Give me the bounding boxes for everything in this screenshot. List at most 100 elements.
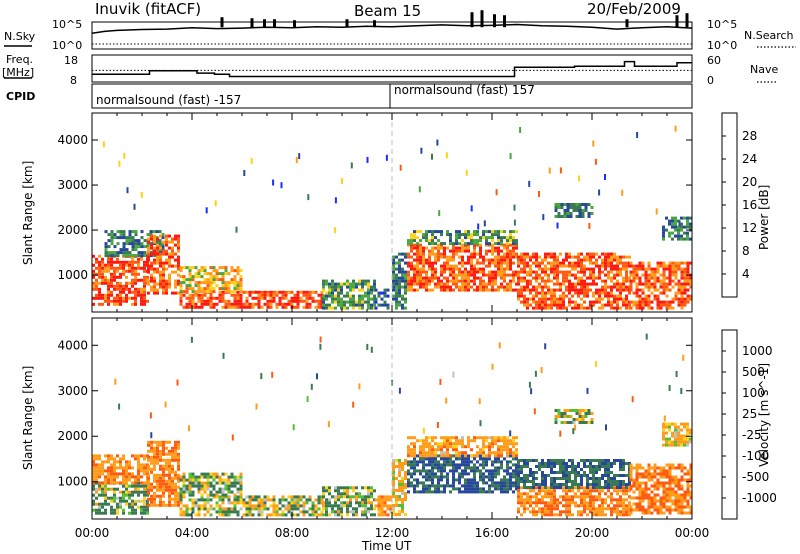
- power-echo-cell: [535, 303, 538, 307]
- velocity-echo-cell: [553, 495, 556, 499]
- velocity-echo-cell: [162, 482, 165, 486]
- power-echo-cell: [143, 281, 146, 285]
- velocity-echo-cell: [413, 460, 416, 464]
- velocity-echo-cell: [413, 472, 416, 476]
- velocity-echo-cell: [592, 486, 595, 489]
- power-echo-cell: [491, 252, 494, 256]
- velocity-echo-cell: [458, 490, 461, 494]
- velocity-echo-cell: [257, 504, 261, 508]
- power-echo-cell: [137, 251, 141, 255]
- power-echo-cell: [607, 264, 610, 268]
- velocity-echo-cell: [317, 498, 321, 502]
- velocity-echo-cell: [392, 492, 395, 495]
- power-echo-cell: [512, 255, 515, 259]
- power-echo-cell: [544, 255, 547, 259]
- velocity-echo-cell: [532, 459, 535, 462]
- velocity-echo-cell: [668, 472, 672, 476]
- power-echo-cell: [212, 287, 216, 291]
- power-echo-cell: [110, 299, 113, 303]
- velocity-echo-cell: [171, 476, 174, 480]
- velocity-echo-cell: [302, 507, 306, 511]
- power-echo-cell: [159, 261, 162, 265]
- velocity-echo-cell: [491, 475, 494, 479]
- velocity-echo-cell: [625, 486, 628, 489]
- velocity-echo-cell: [473, 472, 476, 476]
- velocity-echo-cell: [494, 460, 497, 464]
- power-echo-cell: [434, 230, 437, 234]
- velocity-echo-cell: [613, 486, 616, 490]
- velocity-echo-cell: [541, 459, 544, 462]
- velocity-echo-cell: [346, 495, 349, 499]
- power-echo-cell: [461, 273, 464, 277]
- power-echo-cell: [443, 242, 446, 246]
- power-echo-cell: [174, 258, 177, 262]
- velocity-echo-cell: [556, 513, 559, 517]
- power-echo-cell: [168, 255, 171, 259]
- velocity-echo-cell: [598, 486, 601, 489]
- power-echo-cell: [395, 282, 398, 286]
- power-echo-cell: [650, 270, 654, 274]
- velocity-echo-cell: [509, 439, 512, 443]
- velocity-echo-cell: [523, 477, 526, 480]
- velocity-echo-cell: [446, 445, 449, 449]
- velocity-echo-cell: [122, 496, 125, 500]
- velocity-echo-cell: [437, 490, 440, 494]
- power-echo-cell: [562, 306, 565, 310]
- velocity-echo-cell: [517, 471, 520, 474]
- power-echo-cell: [422, 233, 425, 237]
- velocity-echo-cell: [509, 460, 512, 464]
- power-echo-cell: [526, 264, 529, 268]
- velocity-echo-cell: [641, 496, 645, 500]
- power-echo-cell: [541, 285, 544, 289]
- velocity-echo-cell: [218, 495, 222, 499]
- velocity-echo-cell: [632, 484, 636, 488]
- velocity-echo-cell: [325, 489, 328, 493]
- velocity-echo-cell: [653, 481, 657, 485]
- power-echo-cell: [665, 306, 669, 310]
- velocity-echo-cell: [592, 459, 595, 462]
- velocity-echo-cell: [275, 507, 279, 511]
- velocity-echo-cell: [515, 442, 518, 446]
- power-echo-cell: [610, 279, 613, 283]
- power-echo-cell: [601, 264, 604, 268]
- power-echo-cell: [413, 267, 416, 271]
- velocity-echo-cell: [668, 490, 672, 494]
- power-echo-cell: [566, 203, 570, 206]
- power-echo-cell: [580, 276, 583, 280]
- power-echo-cell: [150, 288, 153, 292]
- velocity-echo-cell: [604, 462, 607, 465]
- power-echo-cell: [494, 270, 497, 274]
- velocity-echo-cell: [165, 464, 168, 468]
- velocity-echo-cell: [647, 487, 651, 491]
- velocity-echo-cell: [446, 460, 449, 464]
- nsky-spike-4: [293, 20, 296, 28]
- power-echo-cell: [479, 246, 482, 250]
- power-echo-cell: [544, 270, 547, 274]
- power-echo-cell: [452, 242, 455, 246]
- velocity-echo-cell: [197, 507, 201, 511]
- power-echo-cell: [179, 302, 183, 306]
- power-echo-cell: [156, 282, 159, 286]
- velocity-echo-cell: [221, 513, 225, 517]
- velocity-echo-cell: [221, 472, 225, 476]
- velocity-echo-cell: [122, 454, 125, 458]
- velocity-echo-cell: [632, 502, 636, 506]
- velocity-echo-cell: [227, 481, 231, 485]
- power-echo-cell: [107, 254, 111, 258]
- velocity-echo-cell: [488, 478, 491, 482]
- power-echo-cell: [165, 291, 168, 295]
- power-echo-cell: [272, 296, 276, 300]
- power-echo-cell: [168, 282, 171, 286]
- power-echo-cell: [674, 267, 678, 271]
- power-echo-cell: [574, 303, 577, 307]
- power-echo-cell: [334, 297, 337, 301]
- velocity-echo-cell: [464, 478, 467, 482]
- power-echo-cell: [131, 281, 134, 285]
- power-echo-cell: [575, 206, 579, 209]
- velocity-echo-cell: [392, 471, 395, 474]
- power-echo-cell: [197, 299, 201, 303]
- power-echo-cell: [458, 267, 461, 271]
- velocity-echo-cell: [346, 486, 349, 490]
- velocity-echo-cell: [598, 504, 601, 508]
- velocity-echo-cell: [535, 492, 538, 496]
